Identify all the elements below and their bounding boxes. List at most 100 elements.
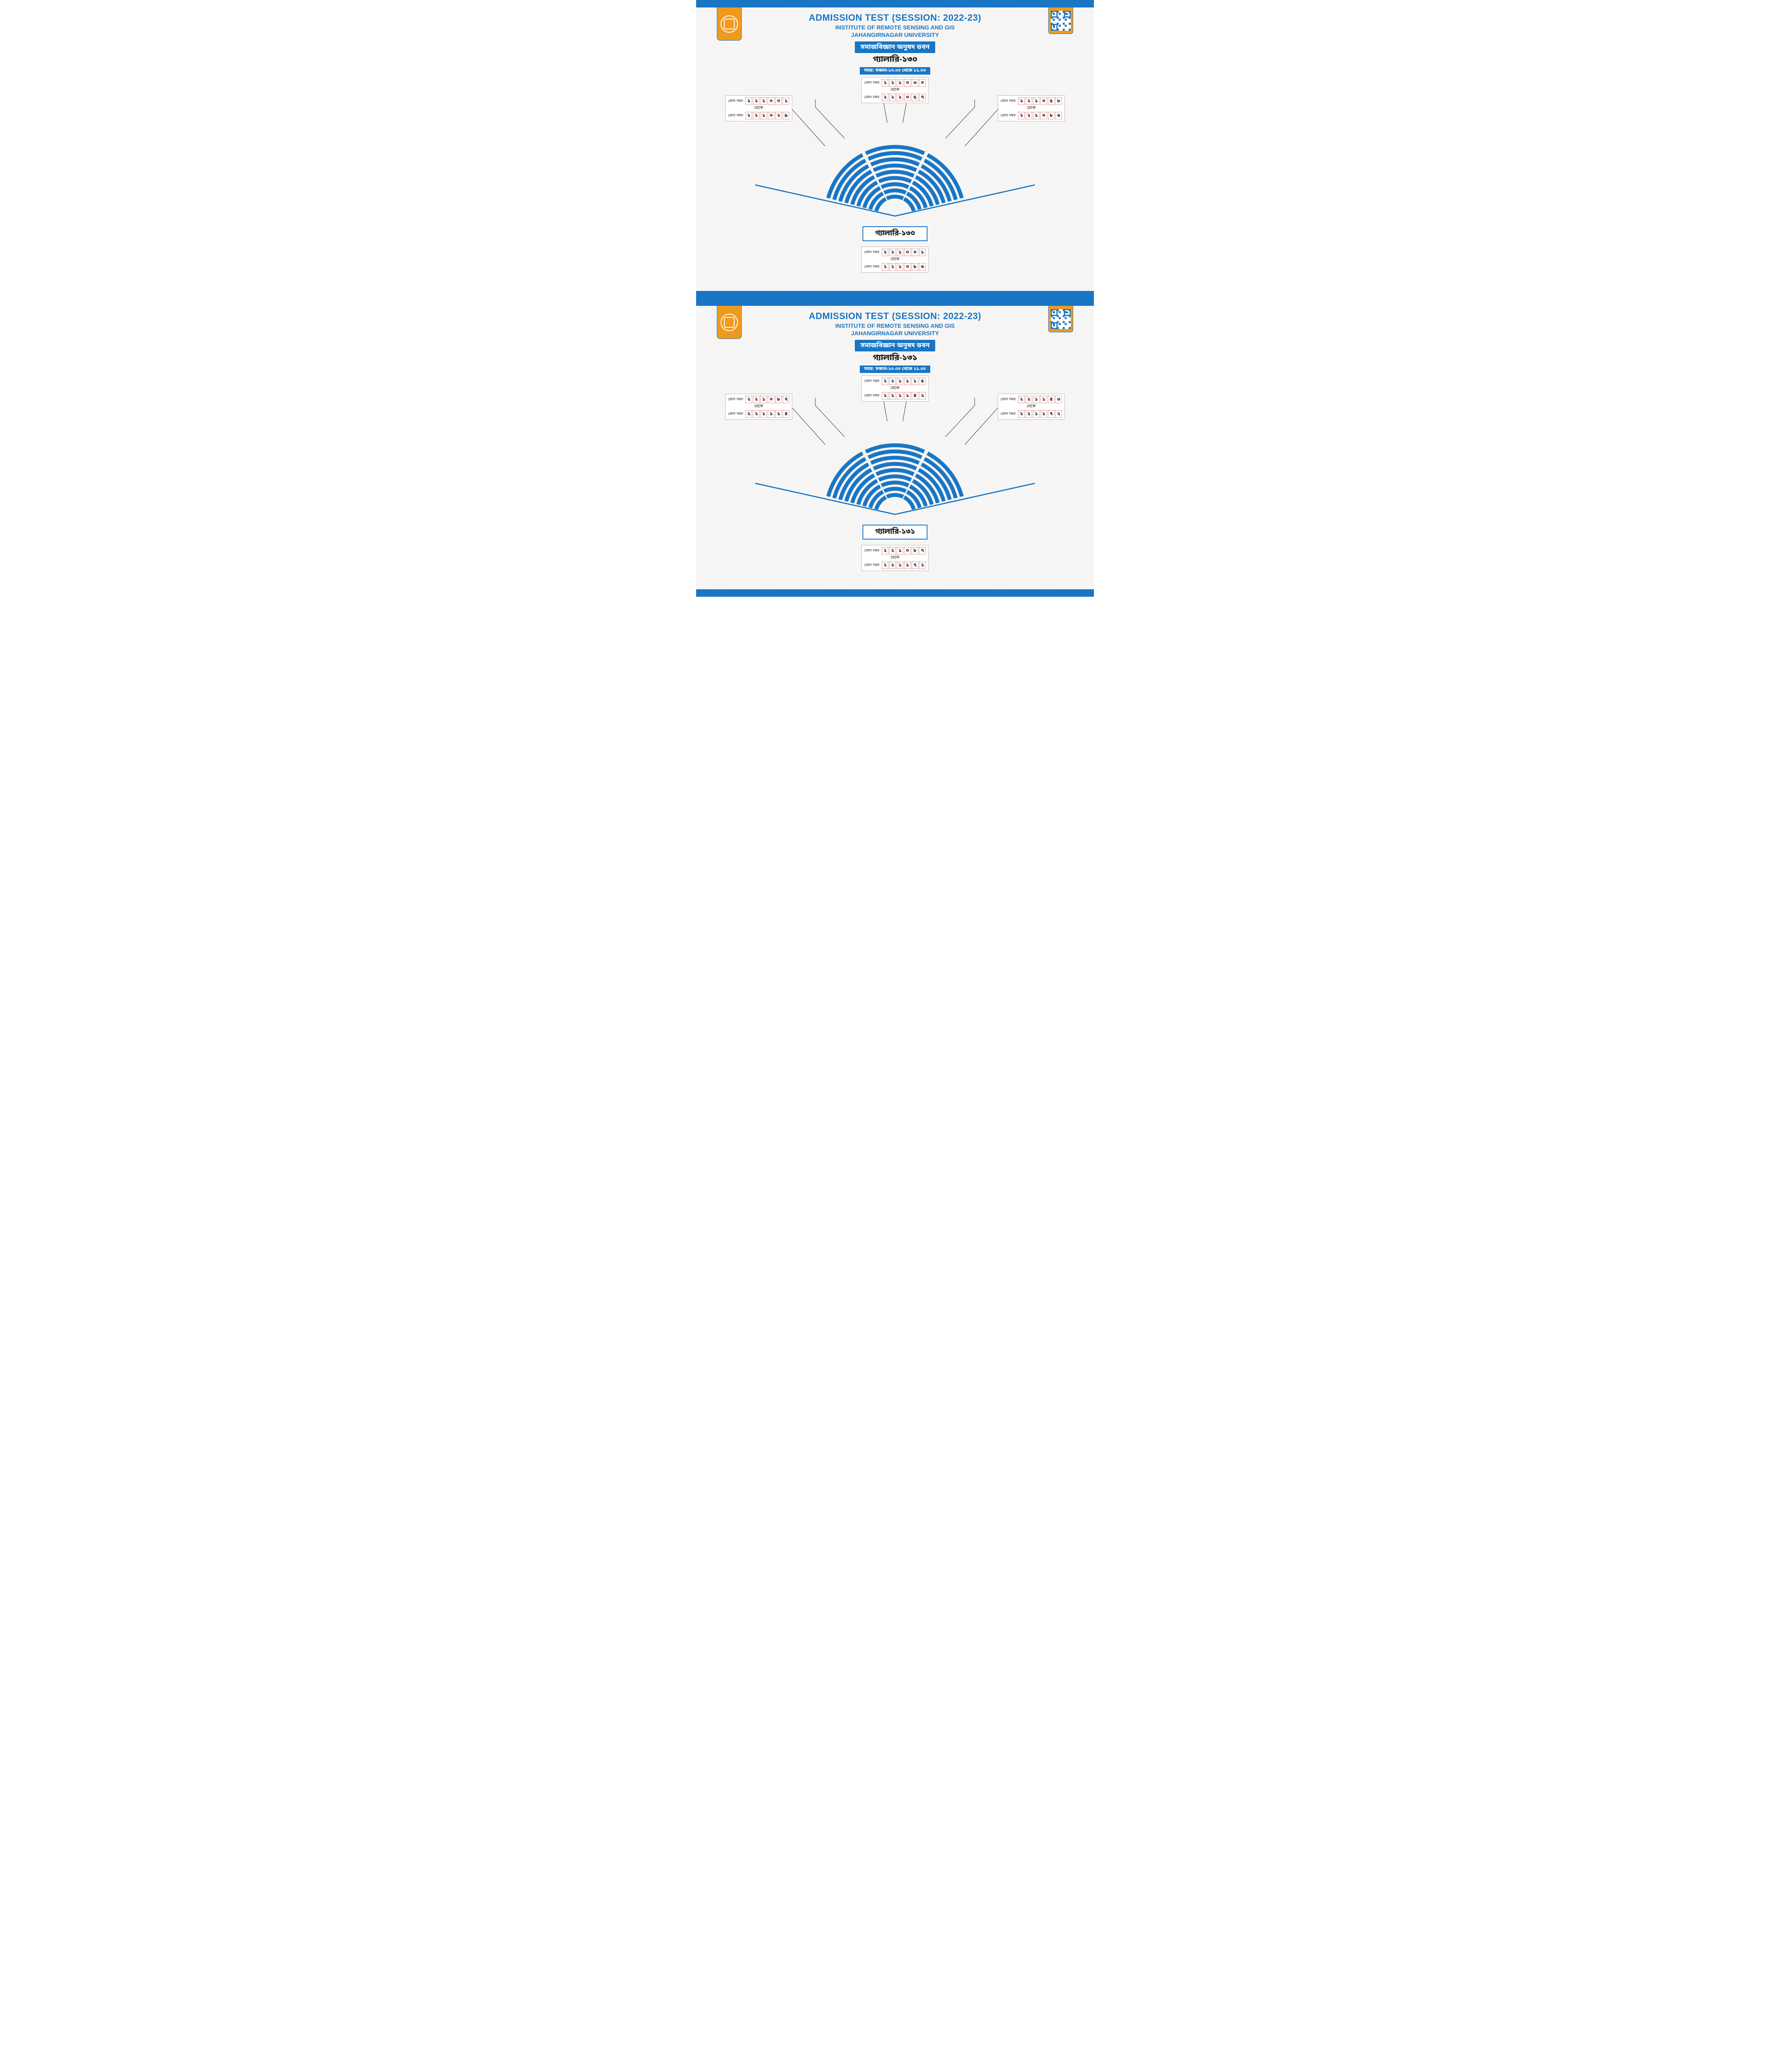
roll-digit: ৩: [912, 79, 918, 87]
roll-digit: ২: [1026, 97, 1032, 105]
roll-digit: ০: [904, 547, 911, 554]
roll-digit: ১: [897, 249, 903, 256]
roll-label: রোল নম্বর: [864, 563, 879, 568]
roll-digit: ২: [1018, 396, 1025, 403]
roll-digit: ২: [889, 547, 896, 554]
roll-label: রোল নম্বর: [728, 411, 743, 416]
theke-label: থেকে: [1001, 105, 1062, 112]
roll-digit: ২: [882, 263, 888, 271]
roll-digit: ১: [897, 79, 903, 87]
theke-label: থেকে: [864, 256, 926, 263]
roll-digit: ৫: [919, 378, 926, 385]
roll-digit: ২: [1026, 396, 1032, 403]
gallery-label-box: গ্যালারি-১৩১: [862, 525, 927, 540]
roll-range-box: রোল নম্বর ২২১০৩০ থেকে রোল নম্বর ২২১০৫৭: [861, 77, 929, 103]
roll-digit: ২: [1026, 410, 1032, 418]
roll-digit: ৫: [1048, 97, 1055, 105]
roll-digit: ২: [882, 94, 888, 101]
roll-label: রোল নম্বর: [864, 393, 879, 398]
roll-digit: ৭: [919, 547, 926, 554]
roll-digit: ৮: [775, 396, 782, 403]
roll-label: রোল নম্বর: [864, 80, 879, 85]
roll-digit: ০: [904, 263, 911, 271]
roll-digit: ২: [889, 79, 896, 87]
roll-digit: ১: [775, 410, 782, 418]
theke-label: থেকে: [864, 554, 926, 562]
roll-label: রোল নম্বর: [864, 250, 879, 255]
roll-label: রোল নম্বর: [1001, 113, 1016, 118]
roll-range-box: রোল নম্বর ২২১০৫৮ থেকে রোল নম্বর ২২১০৮৬: [998, 95, 1065, 121]
roll-digit: ০: [1040, 112, 1047, 119]
roll-digit: ৭: [912, 562, 918, 569]
roll-digit: ২: [1026, 112, 1032, 119]
roll-digit: ৮: [1048, 112, 1055, 119]
roll-digit: ১: [904, 378, 911, 385]
university-name: JAHANGIRNAGAR UNIVERSITY: [696, 330, 1094, 336]
roll-digit: ০: [904, 249, 911, 256]
roll-range-box: রোল নম্বর ২২১১১৫ থেকে রোল নম্বর ২২১১৪২: [861, 375, 929, 402]
roll-digit: ২: [1018, 97, 1025, 105]
roll-row: রোল নম্বর ২২১১৭২: [1001, 410, 1062, 418]
roll-digit: ২: [1018, 410, 1025, 418]
roll-digit: ২: [753, 396, 760, 403]
roll-digit: ২: [882, 378, 888, 385]
admission-title: ADMISSION TEST (SESSION: 2022-23): [696, 311, 1094, 322]
roll-row: রোল নম্বর ২২১০৮৬: [864, 263, 926, 271]
roll-digit: ১: [1033, 97, 1040, 105]
roll-digit: ৮: [912, 263, 918, 271]
roll-row: রোল নম্বর ২২১০৮৭: [728, 396, 789, 403]
roll-digit: ২: [889, 562, 896, 569]
roll-digit: ২: [889, 263, 896, 271]
roll-digit: ০: [768, 396, 774, 403]
roll-row: রোল নম্বর ২২১০৫৮: [1001, 97, 1062, 105]
roll-digit: ০: [775, 97, 782, 105]
roll-digit: ১: [768, 410, 774, 418]
roll-digit: ১: [904, 562, 911, 569]
roll-digit: ২: [882, 79, 888, 87]
gallery-label-box: গ্যালারি-১৩০: [862, 226, 927, 241]
roll-digit: ১: [783, 97, 789, 105]
roll-digit: ২: [919, 562, 926, 569]
roll-row: রোল নম্বর ২২১১৪২: [864, 392, 926, 399]
roll-digit: ১: [912, 378, 918, 385]
roll-label: রোল নম্বর: [1001, 99, 1016, 104]
roll-digit: ২: [882, 547, 888, 554]
roll-label: রোল নম্বর: [1001, 397, 1016, 402]
roll-row: রোল নম্বর ২২১১৪৩: [1001, 396, 1062, 403]
roll-digit: ২: [753, 410, 760, 418]
roll-digit: ১: [1033, 112, 1040, 119]
roll-row: রোল নম্বর ২২১০৩০: [864, 79, 926, 87]
roll-digit: ১: [897, 263, 903, 271]
roll-label: রোল নম্বর: [864, 95, 879, 100]
roll-range-box: রোল নম্বর ২২১০০১ থেকে রোল নম্বর ২২১০২৯: [725, 95, 792, 121]
theke-label: থেকে: [864, 385, 926, 392]
roll-row: রোল নম্বর ২২১০০১: [864, 249, 926, 256]
roll-digit: ৭: [1048, 410, 1055, 418]
roll-digit: ৫: [912, 94, 918, 101]
roll-digit: ১: [919, 249, 926, 256]
faculty-pill: সমাজবিজ্ঞান অনুষদ ভবন: [855, 41, 936, 53]
roll-digit: ২: [745, 410, 752, 418]
roll-digit: ১: [904, 392, 911, 399]
roll-digit: ৭: [783, 396, 789, 403]
roll-range-box: রোল নম্বর ২২১১৪৩ থেকে রোল নম্বর ২২১১৭২: [998, 394, 1065, 420]
roll-label: রোল নম্বর: [728, 99, 743, 104]
roll-digit: ১: [1040, 396, 1047, 403]
roll-digit: ২: [753, 97, 760, 105]
roll-row: রোল নম্বর ২২১০৫৭: [864, 94, 926, 101]
institute-name: INSTITUTE OF REMOTE SENSING AND GIS: [696, 322, 1094, 329]
institute-name: INSTITUTE OF REMOTE SENSING AND GIS: [696, 24, 1094, 31]
admission-title: ADMISSION TEST (SESSION: 2022-23): [696, 12, 1094, 23]
roll-digit: ৬: [1055, 112, 1062, 119]
bottom-bar: [696, 291, 1094, 298]
roll-row: রোল নম্বর ২২১০৮৬: [1001, 112, 1062, 119]
roll-digit: ২: [919, 392, 926, 399]
roll-digit: ২: [889, 249, 896, 256]
roll-digit: ৮: [912, 547, 918, 554]
roll-digit: ০: [904, 94, 911, 101]
roll-digit: ২: [889, 392, 896, 399]
roll-digit: ৪: [783, 410, 789, 418]
roll-digit: ০: [768, 97, 774, 105]
roll-digit: ২: [889, 378, 896, 385]
roll-digit: ২: [882, 249, 888, 256]
